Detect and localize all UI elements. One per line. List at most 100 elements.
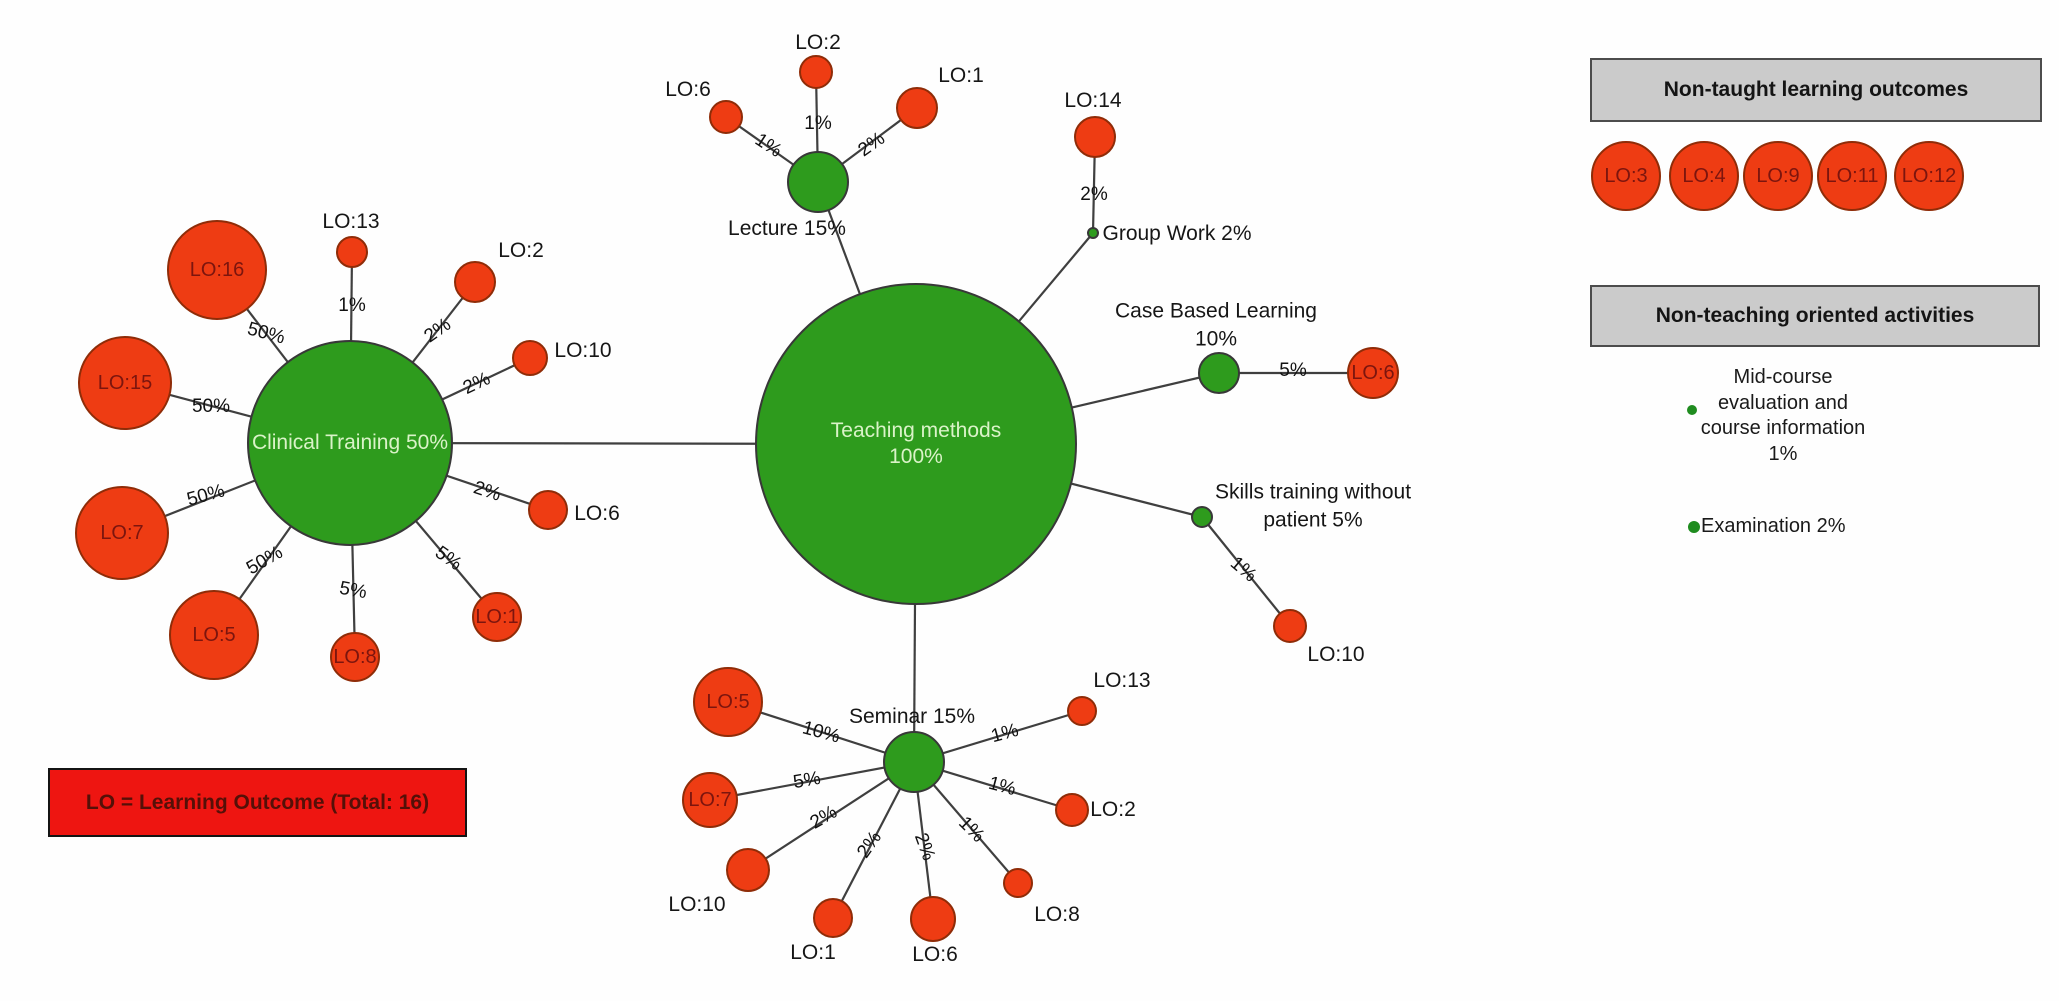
node-cl-lo6 (528, 490, 568, 530)
node-teaching: Teaching methods 100% (755, 283, 1077, 605)
legend-lo-circle-LO9: LO:9 (1743, 141, 1813, 211)
node-label-clinical: Clinical Training 50% (251, 430, 449, 454)
edge-label-clinical-cl-lo8: 5% (337, 577, 369, 604)
edge-label-seminar-se-lo6: 2% (909, 830, 940, 864)
node-label-se-lo13: LO:13 (1093, 669, 1151, 693)
node-label-cl-lo16: LO:16 (189, 259, 245, 281)
node-cl-lo1: LO:1 (472, 592, 522, 642)
node-label-cb-lo6: LO:6 (1351, 362, 1395, 384)
node-label-cbl: Case Based Learning 10% (1115, 299, 1317, 350)
edge-label-groupwork-gw-lo14: 2% (1080, 184, 1108, 205)
edge-label-clinical-cl-lo7: 50% (184, 480, 227, 511)
node-label-cl-lo5: LO:5 (192, 624, 236, 646)
edge-seminar-se-lo7 (709, 760, 915, 802)
node-label-cl-lo15: LO:15 (97, 372, 153, 394)
node-label-skills: Skills training without patient 5% (1214, 480, 1412, 531)
node-le-lo1 (896, 87, 938, 129)
node-label-se-lo6: LO:6 (912, 943, 958, 967)
legend-non-teaching-header: Non-teaching oriented activities (1590, 285, 2040, 347)
edge-label-lecture-le-lo1: 2% (854, 128, 889, 162)
legend-lo-circle-LO3: LO:3 (1591, 141, 1661, 211)
node-label-se-lo1: LO:1 (790, 941, 836, 965)
node-clinical: Clinical Training 50% (247, 340, 453, 546)
node-se-lo6 (910, 896, 956, 942)
node-se-lo1 (813, 898, 853, 938)
edge-label-clinical-cl-lo2: 2% (420, 314, 455, 348)
node-gw-lo14 (1074, 116, 1116, 158)
node-label-cl-lo6: LO:6 (574, 502, 620, 526)
node-label-le-lo2: LO:2 (795, 31, 841, 55)
node-cb-lo6: LO:6 (1347, 347, 1399, 399)
edge-label-clinical-cl-lo6: 2% (470, 477, 504, 506)
node-label-seminar: Seminar 15% (848, 705, 976, 729)
edge-label-seminar-se-lo1: 2% (853, 827, 887, 862)
edge-label-skills-sk-lo10: 1% (1226, 552, 1261, 587)
edge-label-lecture-le-lo6: 1% (751, 129, 786, 162)
node-skills (1191, 506, 1213, 528)
node-label-le-lo6: LO:6 (665, 78, 711, 102)
node-groupwork (1087, 227, 1099, 239)
edge-label-seminar-se-lo13: 1% (988, 719, 1021, 748)
node-label-le-lo1: LO:1 (938, 64, 984, 88)
midcourse-dot-icon (1687, 405, 1697, 415)
node-cl-lo16: LO:16 (167, 220, 267, 320)
legend-lo-circle-LO11: LO:11 (1817, 141, 1887, 211)
edge-label-seminar-se-lo7: 5% (791, 767, 823, 794)
node-label-se-lo8: LO:8 (1034, 903, 1080, 927)
node-se-lo7: LO:7 (682, 772, 738, 828)
edge-skills-sk-lo10 (1201, 516, 1291, 627)
edge-label-seminar-se-lo5: 10% (800, 717, 843, 748)
node-cl-lo8: LO:8 (330, 632, 380, 682)
node-se-lo10 (726, 848, 770, 892)
node-label-cl-lo10: LO:10 (554, 339, 612, 363)
edge-label-clinical-cl-lo10: 2% (459, 368, 494, 399)
edge-label-seminar-se-lo8: 1% (954, 812, 989, 847)
node-label-gw-lo14: LO:14 (1064, 89, 1122, 113)
edge-label-clinical-cl-lo5: 50% (243, 541, 287, 580)
node-lecture (787, 151, 849, 213)
node-label-cl-lo8: LO:8 (333, 646, 377, 668)
legend-non-taught-header: Non-taught learning outcomes (1590, 58, 2042, 122)
node-cbl (1198, 352, 1240, 394)
node-cl-lo13 (336, 236, 368, 268)
node-se-lo5: LO:5 (693, 667, 763, 737)
node-se-lo8 (1003, 868, 1033, 898)
node-label-cl-lo7: LO:7 (100, 522, 144, 544)
node-label-sk-lo10: LO:10 (1307, 643, 1365, 667)
node-label-se-lo5: LO:5 (706, 691, 750, 713)
node-label-se-lo2: LO:2 (1090, 798, 1136, 822)
legend-lo-circle-LO4: LO:4 (1669, 141, 1739, 211)
node-label-se-lo7: LO:7 (688, 789, 732, 811)
node-seminar (883, 731, 945, 793)
node-cl-lo2 (454, 261, 496, 303)
node-se-lo2 (1055, 793, 1089, 827)
node-se-lo13 (1067, 696, 1097, 726)
node-cl-lo7: LO:7 (75, 486, 169, 580)
edge-seminar-se-lo10 (747, 761, 915, 871)
node-label-se-lo10: LO:10 (668, 893, 726, 917)
edge-label-lecture-le-lo2: 1% (804, 113, 832, 134)
edge-label-clinical-cl-lo1: 5% (431, 542, 466, 576)
node-label-teaching: Teaching methods 100% (830, 418, 1002, 468)
node-le-lo6 (709, 100, 743, 134)
edge-label-cbl-cb-lo6: 5% (1279, 360, 1307, 381)
node-le-lo2 (799, 55, 833, 89)
node-label-cl-lo2: LO:2 (498, 239, 544, 263)
node-sk-lo10 (1273, 609, 1307, 643)
examination-dot-icon (1688, 521, 1700, 533)
node-label-lecture: Lecture 15% (728, 217, 846, 241)
node-label-cl-lo1: LO:1 (475, 606, 519, 628)
node-cl-lo5: LO:5 (169, 590, 259, 680)
edge-label-seminar-se-lo2: 1% (986, 772, 1019, 801)
edge-label-clinical-cl-lo16: 50% (245, 318, 288, 349)
edge-label-clinical-cl-lo15: 50% (191, 396, 231, 417)
legend-lo-circle-LO12: LO:12 (1894, 141, 1964, 211)
examination-label: Examination 2% (1701, 515, 1846, 537)
node-label-groupwork: Group Work 2% (1102, 222, 1252, 246)
edge-label-seminar-se-lo10: 2% (806, 801, 841, 834)
node-cl-lo10 (512, 340, 548, 376)
node-label-cl-lo13: LO:13 (322, 210, 380, 234)
node-cl-lo15: LO:15 (78, 336, 172, 430)
